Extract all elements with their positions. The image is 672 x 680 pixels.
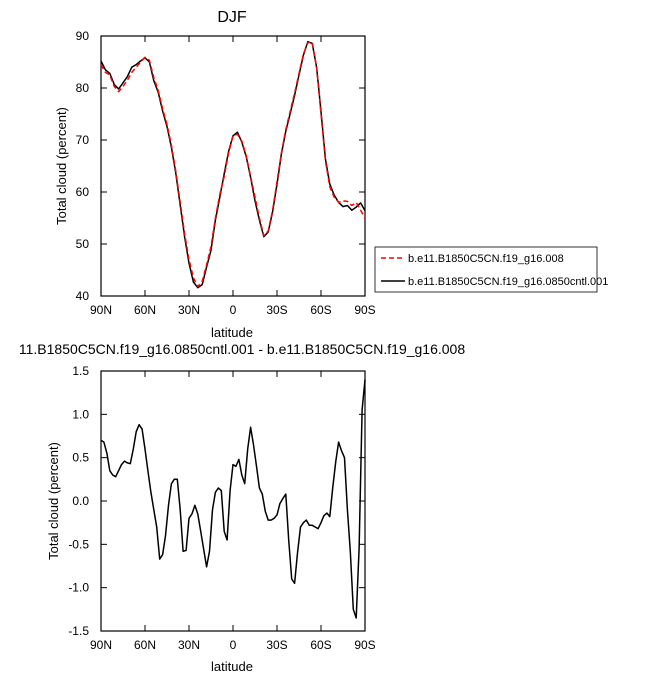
legend: b.e11.B1850C5CN.f19_g16.008 b.e11.B1850C… — [374, 246, 608, 293]
x-tick-label: 60N — [134, 303, 156, 317]
x-tick-label: 30N — [178, 638, 200, 652]
plot-frame — [100, 370, 366, 632]
legend-label-series-1: b.e11.B1850C5CN.f19_g16.008 — [408, 253, 564, 265]
x-tick-label: 60N — [134, 638, 156, 652]
y-tick-label: 50 — [76, 237, 90, 251]
chart-title: 11.B1850C5CN.f19_g16.0850cntl.001 - b.e1… — [19, 341, 465, 357]
x-axis-ticks: 90N 60N 30N 0 30S 60S 90S — [90, 371, 376, 652]
x-tick-label: 30N — [178, 303, 200, 317]
panel-top-chart: DJF 90N 60N 30N 0 30S 60S 90S 40 50 60 70 80 90 lat… — [54, 9, 376, 340]
x-axis-label: latitude — [211, 325, 253, 340]
y-tick-label: 0.5 — [72, 451, 89, 465]
x-tick-label: 30S — [266, 638, 287, 652]
y-tick-label: 80 — [76, 81, 90, 95]
y-tick-label: 70 — [76, 133, 90, 147]
series-lines — [100, 40, 366, 289]
x-tick-label: 60S — [310, 638, 331, 652]
y-tick-label: -1.5 — [68, 624, 89, 638]
y-tick-label: 1.0 — [72, 407, 89, 421]
x-tick-label: 90N — [90, 303, 112, 317]
y-axis-ticks: -1.5 -1.0 -0.5 0.0 0.5 1.0 1.5 — [68, 364, 365, 638]
legend-box — [374, 246, 598, 293]
y-tick-label: 90 — [76, 29, 90, 43]
series-line-1 — [100, 41, 366, 288]
x-tick-label: 0 — [230, 638, 237, 652]
y-tick-label: 1.5 — [72, 364, 89, 378]
y-axis-label: Total cloud (percent) — [46, 442, 61, 560]
y-tick-label: -1.0 — [68, 581, 89, 595]
plot-frame — [100, 35, 366, 297]
y-tick-label: 0.0 — [72, 494, 89, 508]
legend-label-series-2: b.e11.B1850C5CN.f19_g16.0850cntl.001 — [408, 276, 608, 288]
series-line-1 — [100, 379, 366, 619]
x-tick-label: 90N — [90, 638, 112, 652]
y-tick-label: -0.5 — [68, 537, 89, 551]
x-axis-label: latitude — [211, 659, 253, 674]
y-axis-ticks: 40 50 60 70 80 90 — [76, 29, 365, 303]
y-tick-label: 60 — [76, 185, 90, 199]
x-tick-label: 90S — [354, 303, 375, 317]
panel-difference-chart: 11.B1850C5CN.f19_g16.0850cntl.001 - b.e1… — [19, 341, 465, 674]
chart-title: DJF — [217, 9, 247, 26]
x-axis-ticks: 90N 60N 30N 0 30S 60S 90S — [90, 36, 376, 317]
series-lines — [100, 379, 366, 619]
x-tick-label: 60S — [310, 303, 331, 317]
x-tick-label: 30S — [266, 303, 287, 317]
y-tick-label: 40 — [76, 289, 90, 303]
y-axis-label: Total cloud (percent) — [54, 107, 69, 225]
x-tick-label: 90S — [354, 638, 375, 652]
x-tick-label: 0 — [230, 303, 237, 317]
